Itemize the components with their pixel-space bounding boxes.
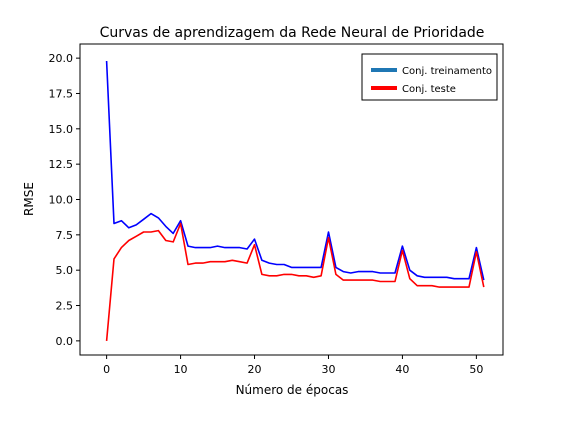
y-tick-label: 0.0 [56, 335, 74, 348]
legend-label-train: Conj. treinamento [402, 66, 492, 77]
x-tick-label: 40 [395, 363, 409, 376]
x-axis-label: Número de épocas [236, 383, 349, 397]
x-tick-label: 30 [321, 363, 335, 376]
y-tick-label: 17.5 [49, 87, 74, 100]
test-series-line [105, 222, 485, 341]
series-lines [105, 60, 485, 341]
legend-label-test: Conj. teste [402, 84, 456, 95]
x-tick-label: 0 [103, 363, 110, 376]
y-axis-label: RMSE [22, 182, 36, 216]
y-tick-label: 10.0 [49, 194, 74, 207]
x-tick-label: 50 [469, 363, 483, 376]
legend: Conj. treinamento Conj. teste [361, 53, 498, 101]
y-axis: 0.0 2.5 5.0 7.5 10.0 12.5 15.0 17.5 20.0 [49, 52, 80, 348]
y-tick-label: 7.5 [56, 229, 74, 242]
x-tick-label: 20 [248, 363, 262, 376]
x-axis: 0 10 20 30 40 50 [103, 355, 483, 376]
legend-box [361, 53, 498, 101]
y-tick-label: 2.5 [56, 300, 74, 313]
y-tick-label: 20.0 [49, 52, 74, 65]
chart-title: Curvas de aprendizagem da Rede Neural de… [100, 25, 485, 41]
y-tick-label: 15.0 [49, 123, 74, 136]
y-tick-label: 5.0 [56, 264, 74, 277]
x-tick-label: 10 [174, 363, 188, 376]
y-tick-label: 12.5 [49, 158, 74, 171]
train-series-line [105, 60, 485, 281]
